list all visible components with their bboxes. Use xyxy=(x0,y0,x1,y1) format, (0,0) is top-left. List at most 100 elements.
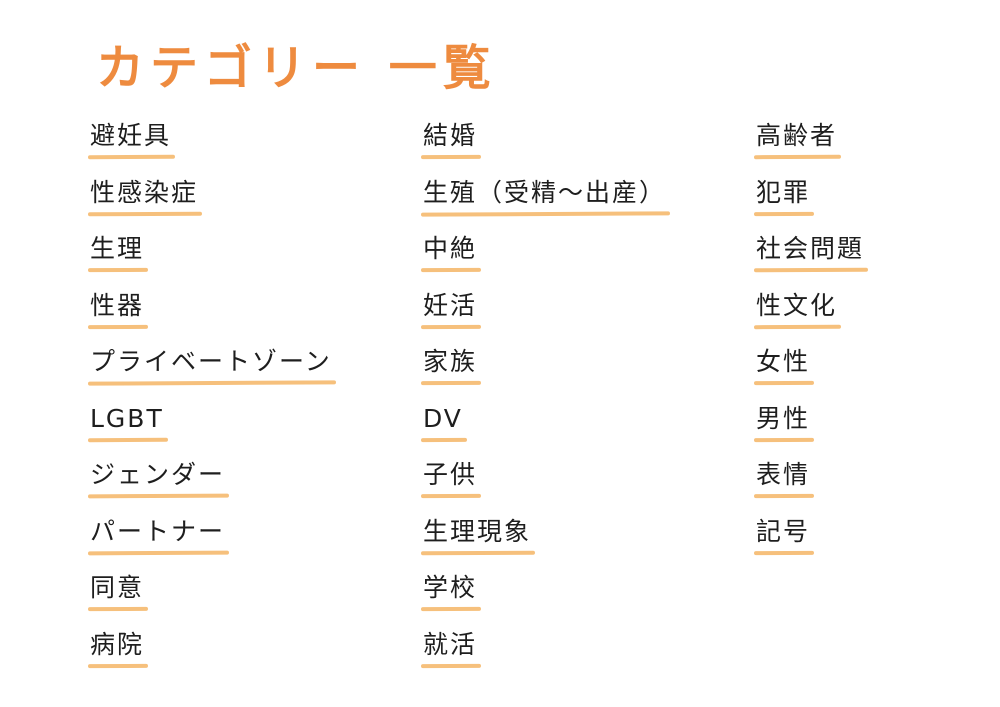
underline-decoration xyxy=(87,267,149,273)
category-label: 学校 xyxy=(423,573,478,602)
category-link[interactable]: 家族 xyxy=(420,344,482,386)
category-item[interactable]: LGBT xyxy=(87,401,336,458)
category-column-3: 高齢者犯罪社会問題性文化女性男性表情記号 xyxy=(753,118,869,571)
category-link[interactable]: 病院 xyxy=(87,627,149,668)
category-link[interactable]: 就活 xyxy=(420,627,482,668)
category-label: 中絶 xyxy=(423,234,478,263)
category-link[interactable]: 避妊具 xyxy=(87,118,176,160)
category-label: 生理現象 xyxy=(423,516,532,546)
underline-decoration xyxy=(420,324,482,329)
category-label: 結婚 xyxy=(423,121,478,150)
category-link[interactable]: 女性 xyxy=(753,344,815,386)
category-link[interactable]: 性文化 xyxy=(753,288,842,329)
underline-decoration xyxy=(87,380,336,386)
underline-decoration xyxy=(420,380,482,386)
category-item[interactable]: 女性 xyxy=(753,344,868,401)
category-label: 高齢者 xyxy=(756,121,838,150)
underline-decoration xyxy=(420,267,482,273)
category-item[interactable]: 学校 xyxy=(420,570,670,627)
category-column-2: 結婚生殖（受精〜出産） 中絶妊活家族 DV 子供生理現象学校就活 xyxy=(420,118,671,684)
category-label: 病院 xyxy=(90,629,145,659)
page-title: カテゴリー 一覧 xyxy=(96,40,497,96)
category-label: 就活 xyxy=(423,629,478,659)
underline-decoration xyxy=(753,380,815,386)
category-item[interactable]: 犯罪 xyxy=(753,175,868,232)
category-item[interactable]: 子供 xyxy=(420,457,670,514)
category-item[interactable]: パートナー xyxy=(87,514,336,571)
category-link[interactable]: プライベートゾーン xyxy=(87,344,336,386)
category-item[interactable]: 表情 xyxy=(753,457,868,514)
category-link[interactable]: 性感染症 xyxy=(87,175,203,216)
underline-decoration xyxy=(753,154,842,160)
category-link[interactable]: 同意 xyxy=(87,570,149,612)
category-label: 生理 xyxy=(90,234,145,263)
underline-decoration xyxy=(753,324,842,329)
category-link[interactable]: 結婚 xyxy=(420,118,482,160)
underline-decoration xyxy=(420,493,482,499)
category-item[interactable]: ジェンダー xyxy=(87,457,336,514)
category-item[interactable]: 同意 xyxy=(87,570,336,627)
category-item[interactable]: 妊活 xyxy=(420,288,670,345)
category-label: 記号 xyxy=(756,516,811,546)
category-label: 女性 xyxy=(756,347,811,376)
category-label: 犯罪 xyxy=(756,177,811,207)
category-link[interactable]: パートナー xyxy=(87,514,230,555)
category-link[interactable]: 学校 xyxy=(420,570,482,612)
category-label: 社会問題 xyxy=(756,234,865,263)
category-link[interactable]: 中絶 xyxy=(420,231,482,273)
category-label: 性器 xyxy=(90,290,145,320)
category-link[interactable]: 妊活 xyxy=(420,288,482,329)
category-item[interactable]: 中絶 xyxy=(420,231,670,288)
category-label: パートナー xyxy=(90,516,226,546)
category-label: 表情 xyxy=(756,460,811,489)
category-link[interactable]: 子供 xyxy=(420,457,482,499)
category-label: LGBT xyxy=(90,403,164,433)
underline-decoration xyxy=(420,210,671,217)
category-item[interactable]: 生殖（受精〜出産） xyxy=(420,175,671,232)
category-item[interactable]: 生理現象 xyxy=(420,514,670,571)
category-item[interactable]: 病院 xyxy=(87,627,336,684)
category-link[interactable]: 生殖（受精〜出産） xyxy=(420,175,671,217)
underline-decoration xyxy=(87,663,149,668)
underline-decoration xyxy=(753,437,815,442)
category-item[interactable]: 就活 xyxy=(420,627,670,684)
category-label: DV xyxy=(423,403,463,433)
category-item[interactable]: 記号 xyxy=(753,514,868,571)
category-item[interactable]: 男性 xyxy=(753,401,868,458)
category-link[interactable]: 生理 xyxy=(87,231,149,273)
category-link[interactable]: 性器 xyxy=(87,288,149,329)
underline-decoration xyxy=(87,606,149,612)
category-item[interactable]: プライベートゾーン xyxy=(87,344,336,401)
category-link[interactable]: 高齢者 xyxy=(753,118,842,160)
category-item[interactable]: 家族 xyxy=(420,344,670,401)
category-item[interactable]: 性器 xyxy=(87,288,336,345)
category-item[interactable]: 生理 xyxy=(87,231,336,288)
category-label: 避妊具 xyxy=(90,121,172,150)
category-link[interactable]: 表情 xyxy=(753,457,815,499)
underline-decoration xyxy=(753,493,815,499)
underline-decoration xyxy=(87,211,203,216)
category-item[interactable]: DV xyxy=(420,401,670,458)
category-item[interactable]: 避妊具 xyxy=(87,118,336,175)
category-label: 生殖（受精〜出産） xyxy=(423,177,667,207)
underline-decoration xyxy=(420,606,482,612)
category-item[interactable]: 結婚 xyxy=(420,118,670,175)
category-link[interactable]: DV xyxy=(420,401,467,442)
category-label: 性文化 xyxy=(756,290,838,320)
category-label: ジェンダー xyxy=(90,460,226,489)
category-item[interactable]: 性文化 xyxy=(753,288,868,345)
category-link[interactable]: 生理現象 xyxy=(420,514,536,555)
category-link[interactable]: LGBT xyxy=(87,401,168,442)
category-link[interactable]: ジェンダー xyxy=(87,457,230,499)
underline-decoration xyxy=(87,493,230,499)
category-label: 家族 xyxy=(423,347,478,376)
category-label: 妊活 xyxy=(423,290,478,320)
category-item[interactable]: 社会問題 xyxy=(753,231,869,288)
category-item[interactable]: 高齢者 xyxy=(753,118,868,175)
category-link[interactable]: 犯罪 xyxy=(753,175,815,216)
category-link[interactable]: 男性 xyxy=(753,401,815,442)
category-link[interactable]: 社会問題 xyxy=(753,231,869,273)
underline-decoration xyxy=(420,663,482,668)
category-item[interactable]: 性感染症 xyxy=(87,175,336,232)
category-link[interactable]: 記号 xyxy=(753,514,815,555)
